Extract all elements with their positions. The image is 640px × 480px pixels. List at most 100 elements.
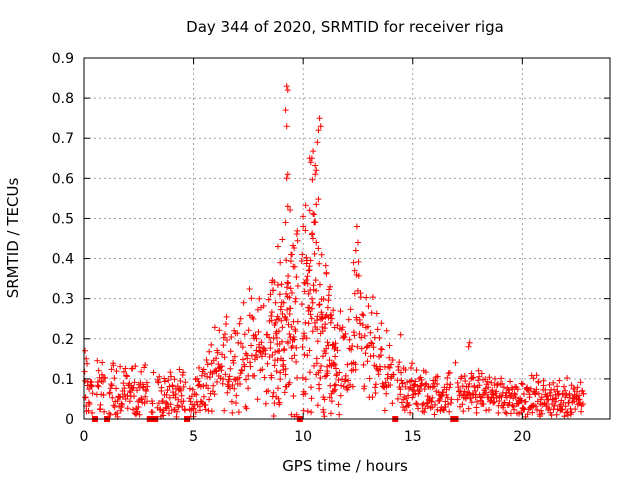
- data-point: [283, 175, 290, 182]
- data-point: [559, 406, 566, 413]
- data-point: [120, 368, 127, 375]
- data-point: [239, 344, 246, 351]
- data-point: [126, 398, 133, 405]
- data-point: [208, 408, 215, 415]
- data-point: [431, 411, 438, 418]
- data-point: [190, 405, 197, 412]
- data-point: [459, 401, 466, 408]
- data-point: [290, 333, 297, 340]
- data-point: [294, 318, 301, 325]
- data-point: [341, 334, 348, 341]
- data-point: [216, 327, 223, 334]
- data-point: [254, 306, 261, 313]
- data-point: [260, 302, 267, 309]
- data-point: [269, 352, 276, 358]
- data-point: [347, 306, 354, 313]
- data-point: [328, 311, 335, 318]
- data-point: [511, 406, 518, 413]
- data-point: [465, 383, 472, 390]
- data-point: [165, 377, 172, 384]
- data-point: [499, 380, 506, 387]
- data-point: [279, 236, 286, 243]
- data-point: [518, 409, 525, 416]
- data-point: [310, 148, 317, 155]
- data-point: [211, 324, 218, 331]
- data-point: [328, 410, 334, 417]
- data-point: [400, 404, 407, 411]
- data-point: [518, 397, 525, 404]
- data-point: [99, 371, 105, 378]
- data-point: [301, 288, 308, 295]
- data-point: [539, 410, 545, 417]
- data-point: [442, 398, 449, 405]
- data-point: [168, 373, 174, 380]
- data-point: [407, 409, 414, 416]
- data-point: [509, 402, 516, 409]
- data-point: [350, 259, 357, 266]
- data-point: [304, 408, 311, 415]
- data-point: [409, 394, 416, 401]
- data-point: [331, 382, 338, 389]
- data-point: [314, 313, 321, 320]
- data-point: [251, 372, 258, 379]
- data-point: [352, 361, 359, 368]
- data-point: [227, 365, 234, 372]
- data-point: [234, 330, 241, 337]
- data-point: [306, 347, 313, 354]
- data-point: [445, 401, 452, 408]
- data-point: [218, 363, 225, 370]
- data-point: [131, 393, 137, 400]
- data-point: [358, 345, 365, 352]
- data-point: [303, 277, 310, 283]
- data-point: [214, 349, 221, 356]
- data-point: [271, 400, 278, 407]
- data-point: [322, 321, 329, 328]
- data-point: [200, 383, 207, 389]
- data-point: [506, 399, 513, 406]
- data-point: [313, 287, 320, 294]
- data-point: [409, 386, 416, 393]
- data-point: [275, 243, 281, 250]
- data-point: [292, 298, 299, 305]
- data-point: [493, 388, 500, 395]
- data-point: [455, 384, 462, 391]
- data-point: [574, 384, 581, 391]
- data-point: [398, 399, 405, 406]
- data-point: [211, 391, 218, 398]
- data-point: [384, 371, 391, 378]
- data-point: [389, 400, 396, 407]
- data-point: [160, 398, 166, 405]
- data-point: [110, 362, 117, 369]
- data-point: [372, 384, 379, 391]
- data-point: [233, 392, 240, 399]
- data-point: [291, 336, 298, 343]
- data-point: [202, 406, 209, 413]
- data-point: [446, 408, 453, 415]
- data-point: [196, 364, 202, 371]
- data-point: [355, 258, 362, 265]
- y-tick-label: 0.4: [52, 252, 74, 268]
- data-point: [303, 335, 310, 342]
- data-point: [119, 401, 126, 408]
- data-point: [283, 290, 290, 297]
- data-point: [578, 408, 585, 415]
- data-point: [136, 411, 143, 418]
- data-point: [276, 399, 283, 406]
- data-point: [95, 383, 102, 390]
- data-point: [268, 313, 275, 319]
- data-point: [324, 304, 331, 311]
- grid-lines: [84, 58, 610, 419]
- data-point: [229, 409, 236, 416]
- data-point: [383, 327, 390, 334]
- data-point: [540, 377, 547, 384]
- data-point: [311, 250, 318, 257]
- data-point: [265, 387, 272, 394]
- data-point: [124, 373, 130, 380]
- data-point: [352, 366, 359, 373]
- data-point: [462, 378, 469, 384]
- data-point: [284, 171, 291, 178]
- data-point: [279, 324, 286, 331]
- data-point: [402, 366, 409, 373]
- data-point: [368, 309, 375, 316]
- data-point: [307, 369, 313, 376]
